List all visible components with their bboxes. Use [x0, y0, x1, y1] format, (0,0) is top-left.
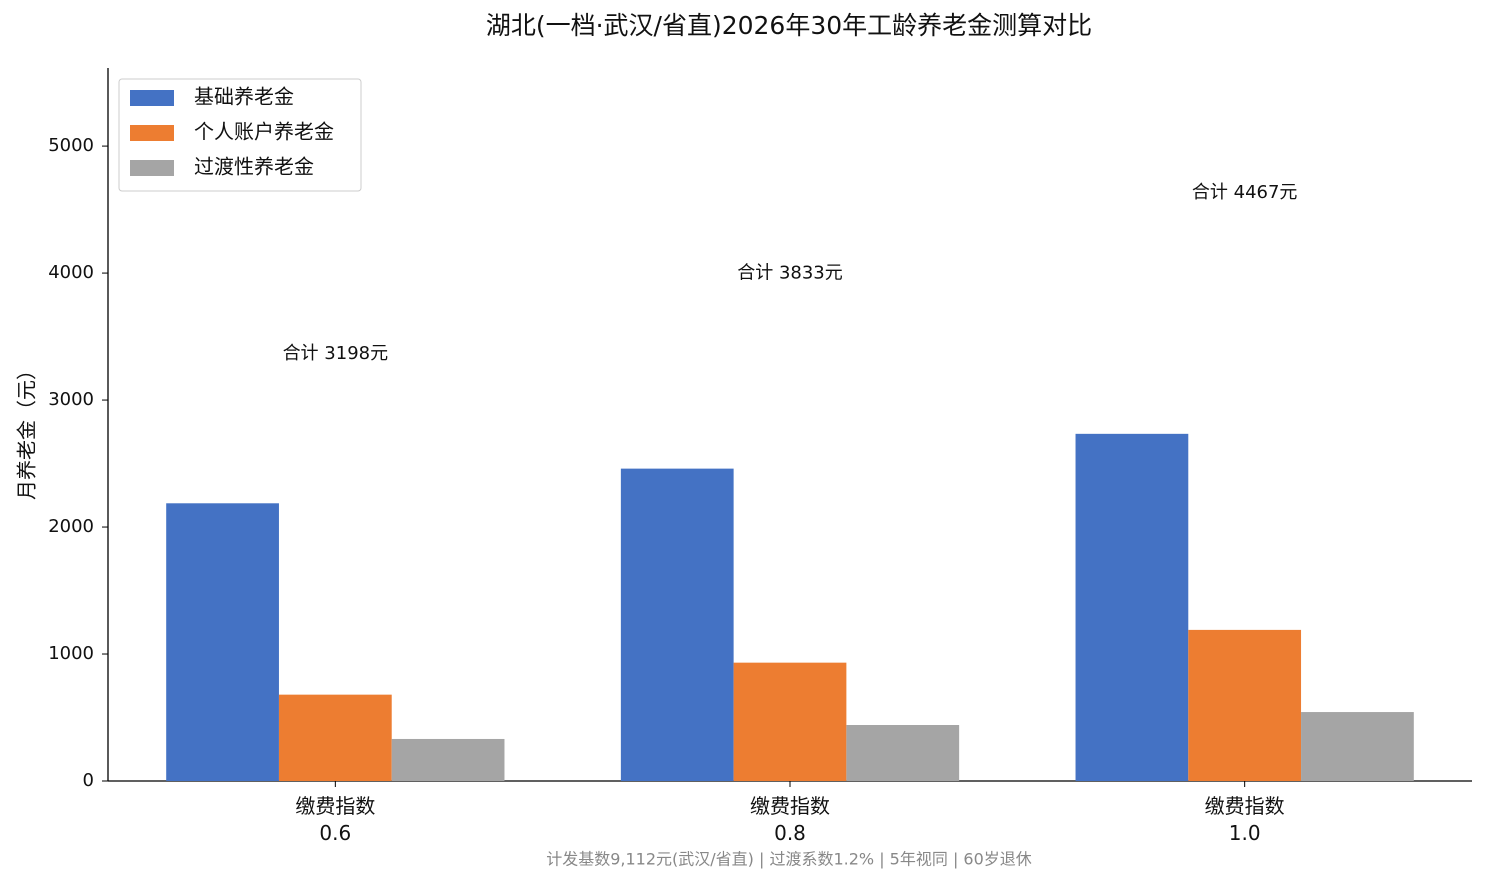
y-tick-label: 2000 [48, 516, 94, 537]
legend-swatch [130, 160, 174, 176]
bar [846, 725, 960, 781]
y-tick-label: 4000 [48, 262, 94, 283]
bar [1188, 629, 1302, 781]
x-tick-label: 缴费指数 1.0 [1205, 794, 1285, 845]
legend-label: 个人账户养老金 [194, 120, 334, 144]
y-tick-label: 3000 [48, 389, 94, 410]
y-tick-label: 0 [83, 770, 94, 791]
y-tick-label: 1000 [48, 643, 94, 664]
bar [391, 738, 505, 781]
total-label: 合计 3198元 [283, 343, 389, 364]
y-axis-label: 月养老金（元） [15, 360, 39, 500]
legend-frame [118, 78, 362, 192]
legend-swatch [130, 125, 174, 141]
bar [278, 694, 392, 781]
bar [166, 503, 279, 781]
footnote: 计发基数9,112元(武汉/省直) | 过渡系数1.2% | 5年视同 | 60… [546, 850, 1032, 869]
legend-swatch [130, 90, 174, 106]
total-label: 合计 3833元 [737, 262, 843, 283]
total-label: 合计 4467元 [1192, 182, 1298, 203]
bar [1075, 433, 1189, 781]
legend-label: 过渡性养老金 [194, 155, 314, 179]
x-tick-label: 缴费指数 0.8 [750, 794, 830, 845]
x-tick-label: 缴费指数 0.6 [295, 794, 375, 845]
bar [733, 662, 847, 781]
legend-label: 基础养老金 [194, 85, 294, 109]
y-tick-label: 5000 [48, 135, 94, 156]
chart-title: 湖北(一档·武汉/省直)2026年30年工龄养老金测算对比 [486, 11, 1092, 40]
bar [1301, 712, 1414, 781]
bar [620, 468, 734, 781]
